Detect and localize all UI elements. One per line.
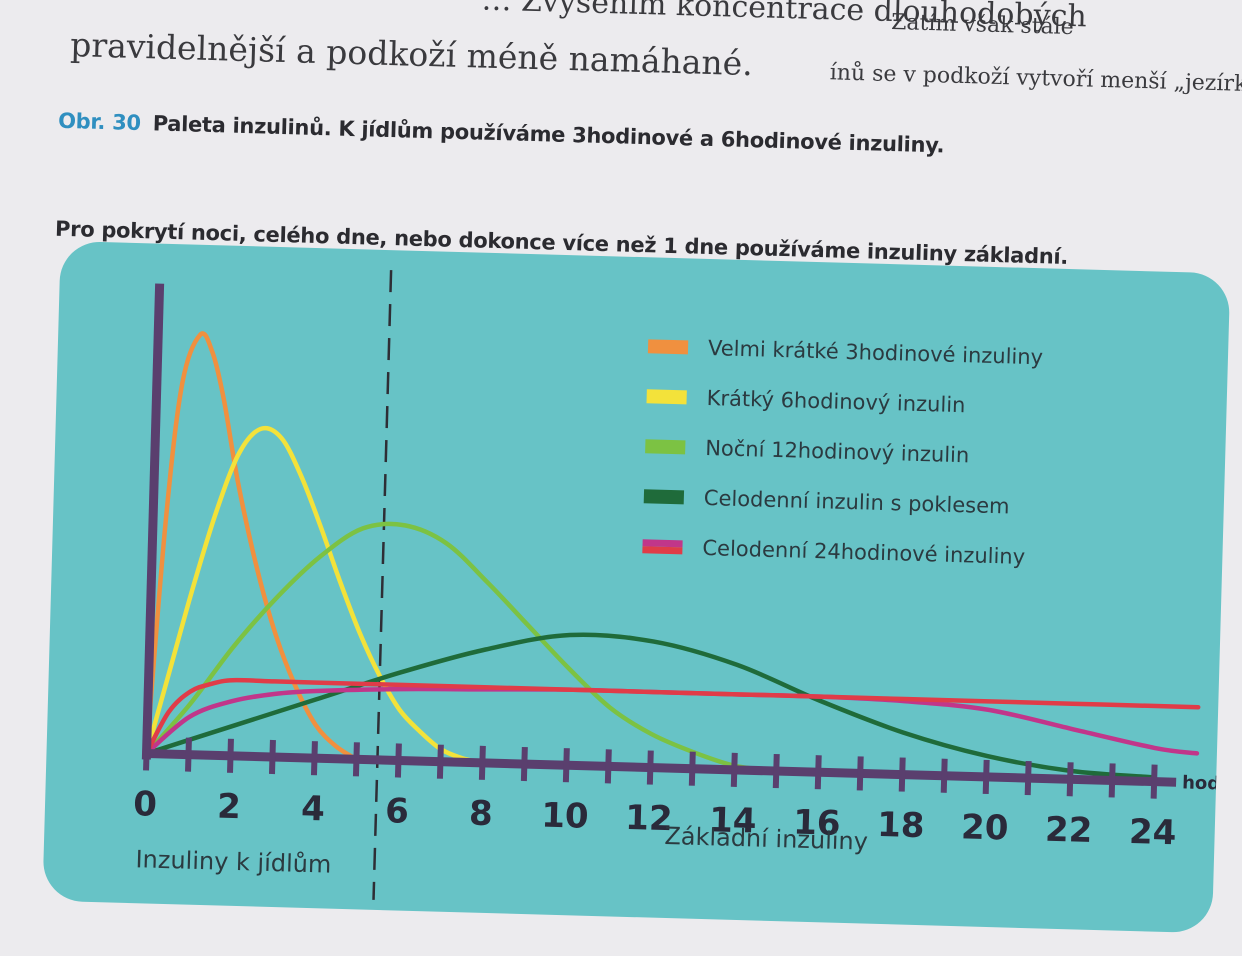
legend-swatch xyxy=(645,439,686,455)
region-label-basal: Základní inzuliny xyxy=(664,822,868,856)
figure-number: Obr. 30 xyxy=(57,108,142,136)
x-tick-label: 18 xyxy=(877,805,925,846)
x-tick xyxy=(1024,761,1032,796)
figure-caption: Obr. 30 Paleta inzulinů. K jídlům používá… xyxy=(58,109,945,158)
insulin-chart: 0 2 4 6 8 10 12 14 16 18 20 22 24hod.Inzuliny k jídl… xyxy=(133,270,1227,900)
legend-swatch xyxy=(642,539,683,548)
x-tick xyxy=(856,756,864,791)
legend-swatch xyxy=(646,389,687,405)
x-tick-label: 0 xyxy=(133,784,158,825)
series-line xyxy=(144,677,1201,756)
x-tick-label: 12 xyxy=(625,798,673,839)
x-tick xyxy=(352,742,360,777)
x-tick xyxy=(1066,762,1074,797)
x-tick xyxy=(982,759,990,794)
x-tick-label: 24 xyxy=(1128,812,1176,853)
series-line xyxy=(144,632,1157,780)
caption-text-line-1: Paleta inzulinů. K jídlům používáme 3hod… xyxy=(152,111,945,158)
legend-label: Krátký 6hodinový inzulin xyxy=(706,386,965,417)
x-tick xyxy=(268,739,276,775)
divider-line xyxy=(372,270,393,900)
x-tick xyxy=(478,745,486,780)
x-tick-label: 2 xyxy=(217,786,242,827)
x-tick-label: 14 xyxy=(709,800,757,841)
x-tick xyxy=(143,736,150,771)
legend-swatch xyxy=(642,546,683,555)
x-tick xyxy=(1150,764,1158,799)
x-tick xyxy=(646,750,654,785)
x-tick xyxy=(772,753,780,789)
x-tick xyxy=(185,737,192,772)
x-tick xyxy=(562,748,570,783)
y-axis xyxy=(141,283,165,760)
x-tick-label: 10 xyxy=(541,796,589,837)
x-tick-label: 16 xyxy=(793,803,841,844)
x-tick xyxy=(814,755,822,790)
body-text-fragment: Zatím však stále xyxy=(890,9,1075,41)
x-tick xyxy=(940,758,948,793)
region-label-meal: Inzuliny k jídlům xyxy=(135,845,332,878)
x-tick-label: 22 xyxy=(1045,810,1093,851)
x-tick-label: 6 xyxy=(385,791,410,832)
x-tick xyxy=(730,752,738,787)
series-line xyxy=(144,521,779,774)
x-axis xyxy=(142,748,1177,787)
x-tick xyxy=(604,749,612,784)
series-line xyxy=(144,425,485,766)
x-tick xyxy=(436,744,444,779)
legend-label: Celodenní inzulin s poklesem xyxy=(704,486,1010,519)
body-text-fragment: ínů se v podkoží vytvoří menší „jezírko“… xyxy=(829,60,1242,103)
x-axis-unit: hod. xyxy=(1182,772,1227,794)
x-tick xyxy=(394,743,402,778)
legend-label: Noční 12hodinový inzulin xyxy=(705,436,970,467)
x-tick xyxy=(310,741,318,776)
series-line xyxy=(144,331,359,762)
x-tick-label: 20 xyxy=(961,807,1009,848)
x-tick-label: 4 xyxy=(301,789,326,830)
x-tick-label: 8 xyxy=(469,794,494,835)
x-tick xyxy=(227,738,234,773)
legend-swatch xyxy=(643,489,685,505)
legend-swatch xyxy=(647,339,689,355)
x-tick xyxy=(520,746,528,782)
x-tick xyxy=(688,751,696,786)
x-tick xyxy=(898,757,906,792)
body-text-line: pravidelnější a podkoží méně namáhané. xyxy=(69,25,754,84)
legend-label: Velmi krátké 3hodinové inzuliny xyxy=(708,336,1044,369)
x-tick xyxy=(1108,763,1116,798)
legend-label: Celodenní 24hodinové inzuliny xyxy=(702,536,1025,569)
